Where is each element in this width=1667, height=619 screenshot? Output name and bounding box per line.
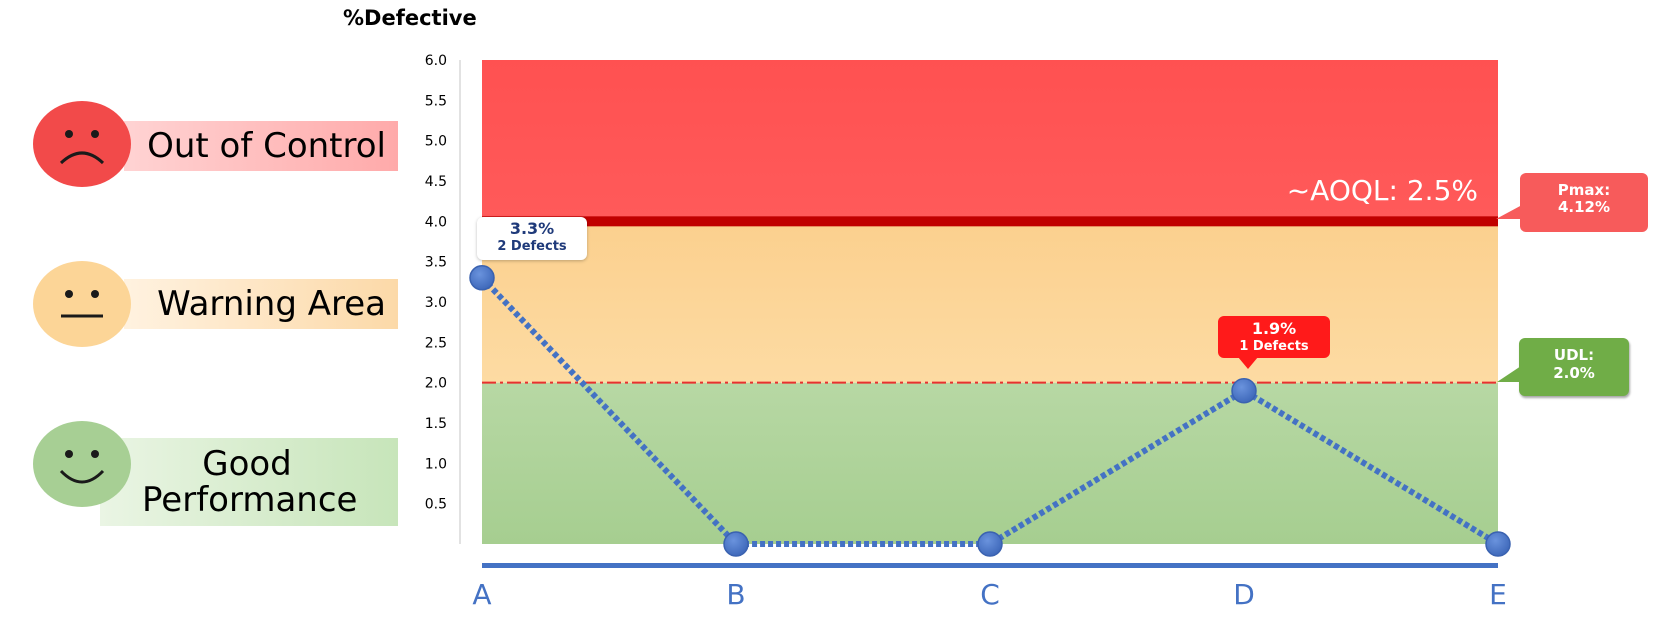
y-tick-label: 4.0 — [425, 214, 447, 230]
y-tick-label: 0.5 — [425, 497, 447, 513]
neutral-face-icon — [33, 261, 131, 347]
y-tick-label: 5.5 — [425, 93, 447, 109]
y-tick-label: 6.0 — [425, 53, 447, 69]
callout-pmax-value: 4.12% — [1557, 198, 1611, 216]
data-point — [469, 265, 495, 291]
x-tick-label: A — [472, 578, 491, 611]
happy-face-icon — [33, 421, 131, 507]
data-point — [1231, 377, 1257, 404]
legend-label-warning-area: Warning Area — [157, 284, 386, 324]
y-tick-label: 4.5 — [425, 174, 447, 190]
callout-udl: UDL: 2.0% — [1519, 338, 1629, 396]
callout-point-d: 1.9% 1 Defects — [1218, 316, 1330, 358]
callout-pmax-pointer — [1496, 205, 1522, 219]
callout-point-a-percent: 3.3% — [509, 219, 555, 238]
callout-udl-value: 2.0% — [1553, 364, 1595, 382]
y-axis-label: %Defective — [343, 6, 477, 30]
callout-point-d-percent: 1.9% — [1251, 319, 1297, 338]
x-tick-label: B — [726, 578, 745, 611]
callout-pmax-label: Pmax: — [1557, 181, 1611, 199]
callout-udl-label: UDL: — [1553, 346, 1595, 364]
x-tick-label: C — [980, 578, 1000, 611]
data-point — [977, 531, 1003, 557]
series-line — [479, 275, 1500, 547]
callout-point-a: 3.3% 2 Defects — [477, 217, 587, 260]
x-axis-bar — [482, 563, 1498, 568]
legend-label-good-performance: Good Performance — [142, 444, 358, 520]
callout-pmax: Pmax: 4.12% — [1520, 173, 1648, 232]
x-tick-label: D — [1233, 578, 1255, 611]
callout-point-d-pointer — [1238, 357, 1258, 369]
legend-label-out-of-control: Out of Control — [147, 126, 386, 166]
legend-band-good-performance: Good Performance — [100, 438, 398, 526]
zone-warning-area — [482, 221, 1498, 383]
x-tick-label: E — [1489, 578, 1507, 611]
y-tick-label: 3.5 — [425, 255, 447, 271]
y-tick-label: 1.5 — [425, 416, 447, 432]
callout-point-d-defects: 1 Defects — [1239, 339, 1309, 354]
y-tick-label: 3.0 — [425, 295, 447, 311]
data-point — [723, 531, 749, 557]
zone-out-of-control — [482, 60, 1498, 222]
legend-band-out-of-control: Out of Control — [124, 121, 398, 171]
y-tick-label: 2.0 — [425, 376, 447, 392]
data-point — [1485, 531, 1511, 557]
zone-good-performance — [482, 382, 1498, 544]
pmax-line — [482, 216, 1498, 227]
y-tick-label: 1.0 — [425, 456, 447, 472]
aoql-label: ~AOQL: 2.5% — [1287, 174, 1478, 207]
callout-point-a-defects: 2 Defects — [497, 239, 567, 254]
sad-face-icon — [33, 101, 131, 187]
y-tick-label: 5.0 — [425, 134, 447, 150]
callout-udl-pointer — [1497, 366, 1521, 382]
y-tick-label: 2.5 — [425, 335, 447, 351]
legend-band-warning-area: Warning Area — [124, 279, 398, 329]
